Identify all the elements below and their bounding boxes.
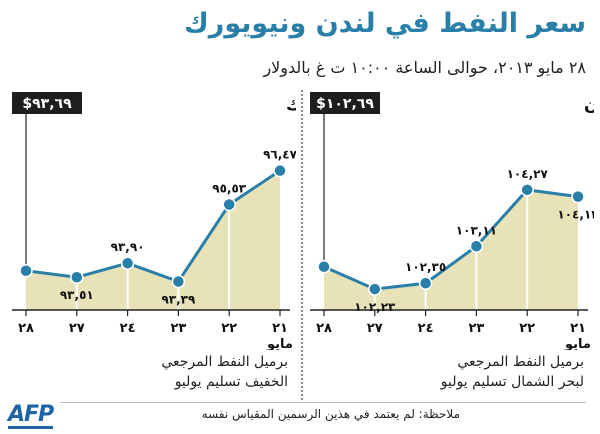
newyork-month-label: مايو <box>266 337 293 350</box>
newyork-point <box>171 274 186 289</box>
london-point <box>418 276 433 290</box>
newyork-value-label: ٩٣,٥١ <box>60 288 94 302</box>
london-point <box>317 259 331 274</box>
london-value-label: ١٠٤,٢٧ <box>507 167 549 181</box>
london-x-tick-label: ٢٣ <box>468 321 484 336</box>
page-subtitle: ٢٨ مايو ٢٠١٣، حوالى الساعة ١٠:٠٠ ت غ بال… <box>263 58 586 77</box>
london-x-tick-label: ٢٨ <box>316 321 332 336</box>
newyork-x-tick-label: ٢١ <box>272 321 288 336</box>
london-chart: $١٠٢,٦٩ لندن ١٠٢,٢٣ ١٠٢,٣٥ ١٠٣,١١ ١٠٤,٢٧ ١٠٤,١… <box>310 92 594 350</box>
newyork-chart: $٩٣,٦٩ نيويورك ٩٣,٥١ ٩٣,٩٠ ٩٣,٣٩ ٩٥,٥٣ ٩٦,٤٧ ٢٨… <box>12 92 296 350</box>
chart-divider <box>301 90 303 400</box>
newyork-price-label: $٩٣,٦٩ <box>22 96 72 112</box>
london-x-tick-label: ٢٢ <box>519 321 535 336</box>
newyork-x-tick-label: ٢٨ <box>18 321 34 336</box>
london-value-label: ١٠٢,٣٥ <box>405 260 446 274</box>
newyork-point <box>273 163 287 178</box>
newyork-point <box>70 270 84 284</box>
london-value-label: ١٠٢,٢٣ <box>354 300 396 314</box>
footnote: ملاحظة: لم يعتمد في هذين الرسمين المقياس… <box>201 407 460 421</box>
london-caption-line2: لبحر الشمال تسليم يوليو <box>440 374 584 390</box>
london-price-label: $١٠٢,٦٩ <box>316 96 374 112</box>
london-x-tick-label: ٢٧ <box>367 321 383 336</box>
newyork-value-label: ٩٣,٣٩ <box>161 293 196 307</box>
london-x-tick-label: ٢٤ <box>418 321 434 336</box>
newyork-point <box>120 256 135 270</box>
london-point <box>520 183 534 197</box>
newyork-caption: برميل النفط المرجعي الخفيف تسليم يوليو <box>48 352 288 392</box>
london-caption: برميل النفط المرجعي لبحر الشمال تسليم يو… <box>344 352 584 392</box>
london-value-label: ١٠٣,١١ <box>456 223 497 237</box>
newyork-value-label: ٩٣,٩٠ <box>111 240 145 254</box>
afp-logo: AFP <box>8 402 54 427</box>
afp-logo-underline <box>8 426 53 429</box>
page-title: سعر النفط في لندن ونيويورك <box>184 8 586 39</box>
london-point <box>571 189 585 204</box>
london-point <box>368 282 382 296</box>
london-point <box>469 239 484 254</box>
newyork-price-box <box>12 92 82 114</box>
newyork-x-tick-label: ٢٤ <box>120 321 136 336</box>
london-city-title: لندن <box>584 95 594 115</box>
newyork-caption-line1: برميل النفط المرجعي <box>161 354 288 370</box>
newyork-x-tick-label: ٢٢ <box>221 321 237 336</box>
newyork-x-tick-label: ٢٣ <box>170 321 186 336</box>
london-x-tick-label: ٢١ <box>570 321 586 336</box>
newyork-point <box>222 197 236 212</box>
london-value-label: ١٠٤,١٣ <box>557 208 594 222</box>
newyork-x-tick-label: ٢٧ <box>69 321 85 336</box>
london-month-label: مايو <box>564 337 591 350</box>
newyork-caption-line2: الخفيف تسليم يوليو <box>174 374 288 390</box>
london-caption-line1: برميل النفط المرجعي <box>457 354 584 370</box>
newyork-point <box>19 264 33 278</box>
london-price-box <box>310 92 380 114</box>
newyork-value-label: ٩٦,٤٧ <box>263 148 296 162</box>
london-series-line <box>323 188 579 291</box>
london-area <box>324 189 578 310</box>
newyork-value-label: ٩٥,٥٣ <box>212 182 247 196</box>
footer-rule <box>60 402 586 403</box>
newyork-city-title: نيويورك <box>286 95 296 115</box>
newyork-series-line <box>25 169 281 284</box>
